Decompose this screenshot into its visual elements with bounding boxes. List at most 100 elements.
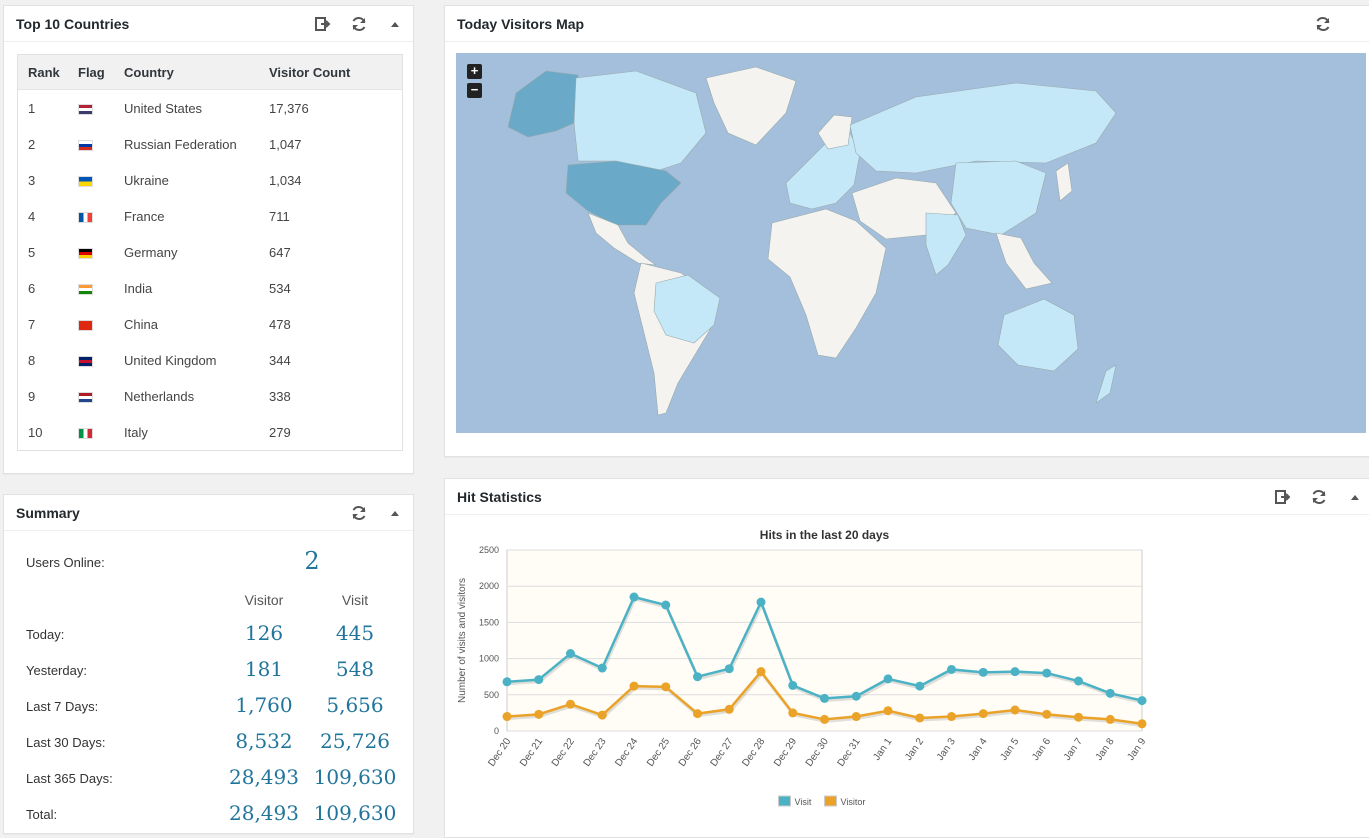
map-russia <box>849 82 1117 174</box>
legend-label-visit: Visit <box>795 797 812 807</box>
table-row: 1 United States 17,376 <box>18 90 402 126</box>
x-tick-label: Jan 3 <box>935 736 958 763</box>
rank-cell: 7 <box>28 316 36 332</box>
summary-row-label: Last 365 Days: <box>26 771 113 786</box>
x-tick-label: Dec 21 <box>518 736 545 769</box>
collapse-arrow-icon[interactable] <box>1337 479 1369 515</box>
flag-cell <box>68 389 114 404</box>
y-tick-label: 1000 <box>479 654 499 664</box>
x-tick-label: Jan 9 <box>1125 736 1148 763</box>
rank-cell: 9 <box>28 388 36 404</box>
country-flag-icon <box>78 211 93 223</box>
data-point-visit <box>978 667 988 677</box>
x-tick-label: Jan 5 <box>998 736 1021 763</box>
data-point-visit <box>1010 667 1020 677</box>
data-point-visitor <box>978 709 988 719</box>
country-flag-icon <box>78 103 93 115</box>
rank-cell: 3 <box>28 172 36 188</box>
x-tick-label: Dec 28 <box>740 736 767 769</box>
summary-visit-value: 109,630 <box>313 765 397 789</box>
world-map[interactable]: + − <box>456 53 1366 433</box>
flag-cell <box>68 281 114 296</box>
x-tick-label: Dec 29 <box>772 736 799 769</box>
data-point-visitor <box>1010 705 1020 715</box>
map-japan <box>1055 162 1073 202</box>
data-point-visitor <box>915 713 925 723</box>
summary-row-label: Yesterday: <box>26 663 87 678</box>
summary-visit-value: 548 <box>335 657 375 681</box>
header-visitor-count: Visitor Count <box>269 64 351 80</box>
x-tick-label: Dec 30 <box>804 736 831 769</box>
map-new-zealand <box>1095 364 1117 404</box>
collapse-arrow-icon[interactable] <box>377 6 413 42</box>
flag-cell <box>68 173 114 188</box>
rank-cell: 8 <box>28 352 36 368</box>
summary-row-label: Today: <box>26 627 65 642</box>
table-header: Rank Flag Country Visitor Count <box>18 55 402 90</box>
country-cell: Netherlands <box>124 388 195 404</box>
rank-cell: 5 <box>28 244 36 260</box>
visitor-count-cell: 338 <box>269 388 291 404</box>
data-point-visit <box>1105 688 1115 698</box>
zoom-in-button[interactable]: + <box>467 64 482 79</box>
zoom-out-button[interactable]: − <box>467 83 482 98</box>
refresh-icon[interactable] <box>341 495 377 531</box>
data-point-visitor <box>724 704 734 714</box>
country-cell: Italy <box>124 424 148 440</box>
summary-visitor-value: 126 <box>244 621 284 645</box>
data-point-visit <box>661 600 671 610</box>
refresh-icon[interactable] <box>341 6 377 42</box>
flag-cell <box>68 353 114 368</box>
panel-header: Today Visitors Map <box>445 6 1369 42</box>
rank-cell: 4 <box>28 208 36 224</box>
visit-column-header: Visit <box>341 592 369 608</box>
visitor-count-cell: 279 <box>269 424 291 440</box>
collapse-arrow-icon[interactable] <box>377 495 413 531</box>
y-tick-label: 500 <box>484 690 499 700</box>
summary-visitor-value: 181 <box>244 657 284 681</box>
refresh-icon[interactable] <box>1301 479 1337 515</box>
view-more-icon[interactable] <box>305 6 341 42</box>
data-point-visitor <box>693 709 702 719</box>
refresh-icon[interactable] <box>1305 6 1341 42</box>
visitor-count-cell: 478 <box>269 316 291 332</box>
map-greenland <box>705 66 797 146</box>
country-flag-icon <box>78 427 93 439</box>
x-tick-label: Dec 22 <box>550 736 577 769</box>
x-tick-label: Jan 7 <box>1062 736 1085 763</box>
table-row: 2 Russian Federation 1,047 <box>18 126 402 162</box>
x-tick-label: Dec 27 <box>709 736 736 769</box>
flag-cell <box>68 425 114 440</box>
map-alaska <box>507 70 579 138</box>
data-point-visit <box>597 663 607 673</box>
map-se-asia <box>995 232 1053 290</box>
x-tick-label: Jan 1 <box>871 736 894 763</box>
view-more-icon[interactable] <box>1265 479 1301 515</box>
table-row: 4 France 711 <box>18 198 402 234</box>
x-tick-label: Jan 2 <box>903 736 926 763</box>
map-india <box>925 212 967 276</box>
panel-title: Hit Statistics <box>457 489 542 505</box>
summary-panel: Summary Users Online: 2 Visitor Visit To… <box>3 494 414 834</box>
data-point-visit <box>1137 696 1147 706</box>
panel-title: Summary <box>16 505 80 521</box>
users-online-label: Users Online: <box>26 555 105 570</box>
data-point-visitor <box>947 712 956 722</box>
table-row: 8 United Kingdom 344 <box>18 342 402 378</box>
country-cell: China <box>124 316 158 332</box>
summary-row-label: Last 30 Days: <box>26 735 106 750</box>
panel-header: Summary <box>4 495 413 531</box>
country-flag-icon <box>78 175 93 187</box>
country-flag-icon <box>78 139 93 151</box>
country-cell: Russian Federation <box>124 136 237 152</box>
summary-visitor-value: 1,760 <box>235 693 293 717</box>
table-row: 10 Italy 279 <box>18 414 402 450</box>
flag-cell <box>68 209 114 224</box>
data-point-visitor <box>566 699 575 709</box>
y-tick-label: 2500 <box>479 545 499 555</box>
hit-statistics-panel: Hit Statistics Hits in the last 20 days 0… <box>444 478 1369 838</box>
summary-row-label: Last 7 Days: <box>26 699 99 714</box>
summary-visit-value: 445 <box>335 621 375 645</box>
map-canada <box>573 70 707 172</box>
visitor-count-cell: 17,376 <box>269 100 309 116</box>
